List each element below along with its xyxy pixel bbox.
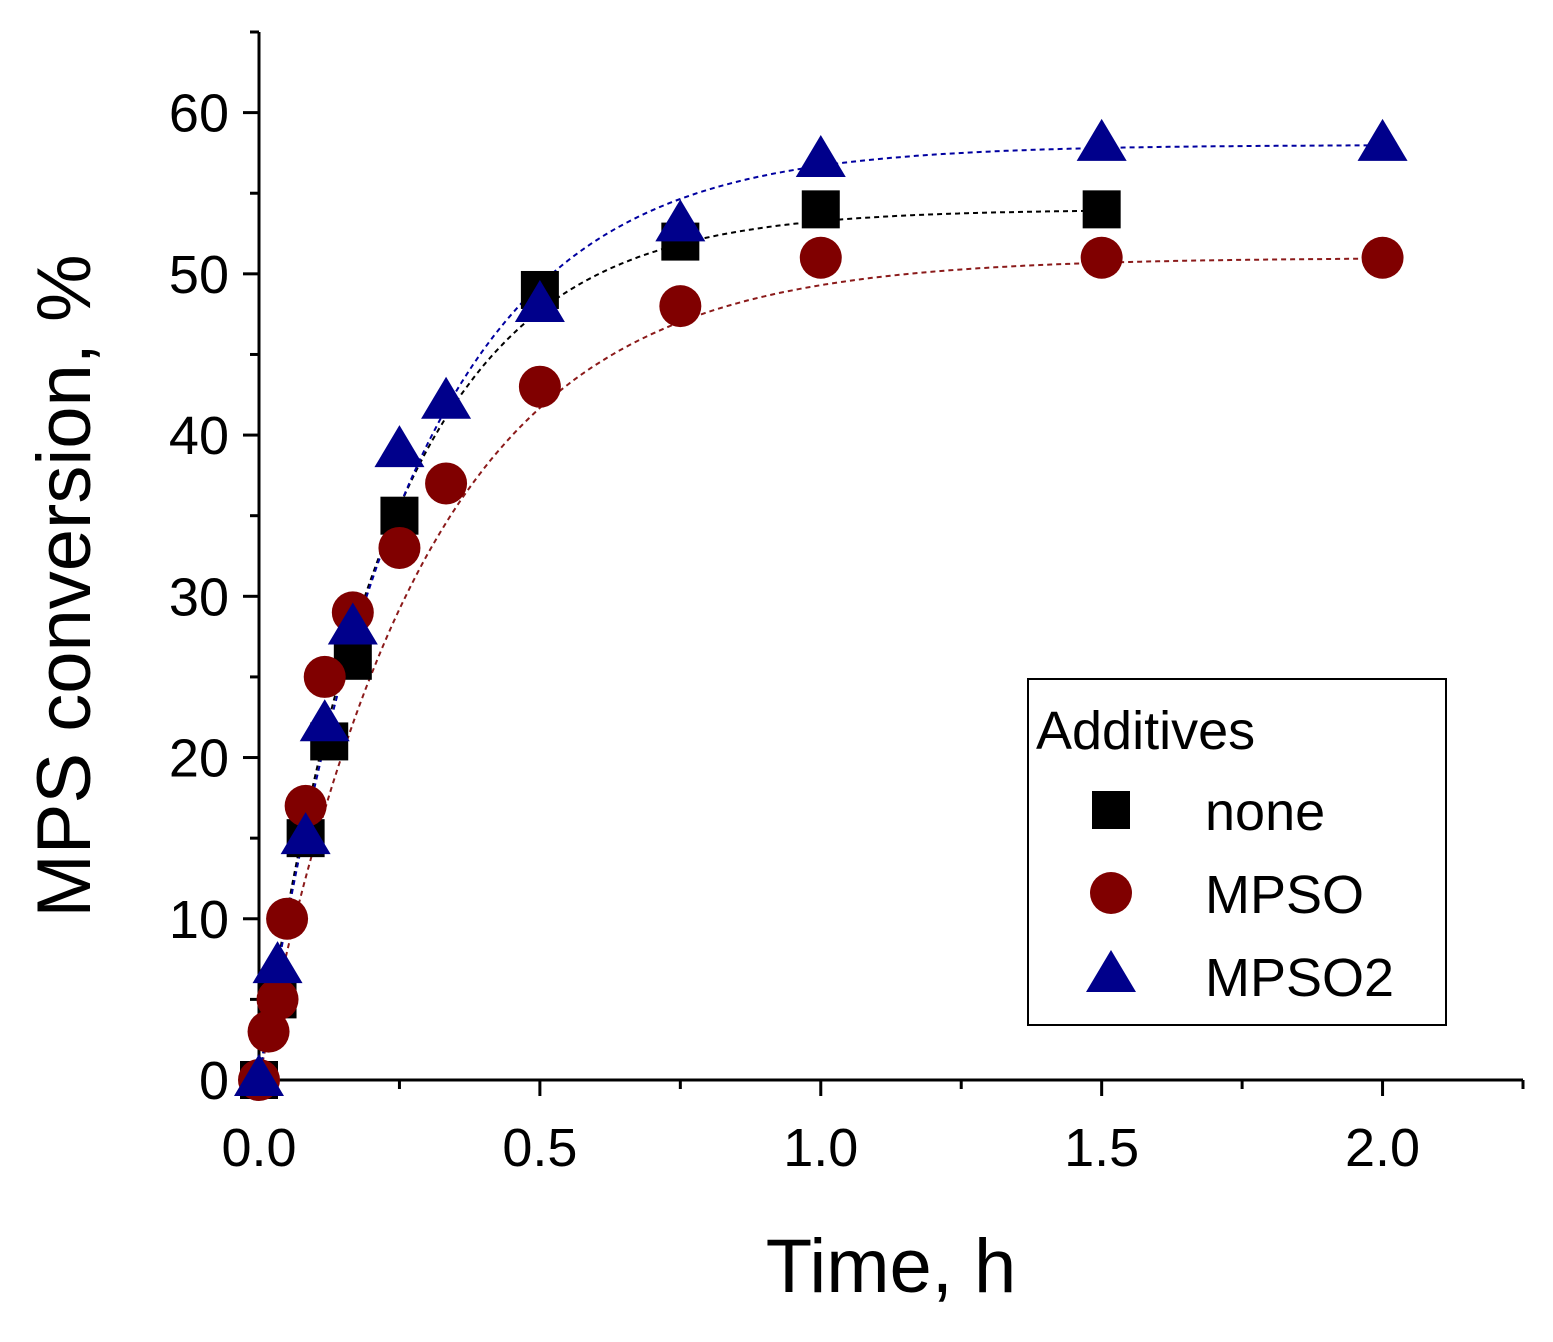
x-axis-title: Time, h — [766, 1224, 1017, 1309]
data-point-mpso2 — [1357, 118, 1408, 161]
data-point-mpso — [266, 897, 309, 940]
data-point-mpso2 — [374, 425, 425, 468]
fit-curve-mpso2 — [258, 144, 1383, 1081]
y-tick-label: 30 — [169, 567, 229, 627]
data-point-mpso — [799, 236, 842, 279]
y-tick-label: 20 — [169, 729, 229, 789]
data-point-mpso2 — [280, 812, 331, 855]
data-point-mpso — [659, 285, 702, 328]
y-tick-label: 40 — [169, 406, 229, 466]
y-tick-label: 10 — [169, 890, 229, 950]
x-tick-label: 1.0 — [783, 1118, 858, 1178]
axes — [257, 32, 1523, 1082]
data-point-mpso — [518, 365, 561, 408]
legend-label-mpso: MPSO — [1205, 865, 1364, 925]
legend-marker-none — [1092, 791, 1130, 829]
data-point-mpso2 — [299, 699, 350, 742]
data-point-mpso — [425, 462, 468, 505]
data-point-mpso2 — [252, 941, 303, 984]
data-point-mpso — [1361, 236, 1404, 279]
data-point-mpso — [256, 978, 299, 1021]
y-tick-label: 60 — [169, 84, 229, 144]
data-point-mpso2 — [655, 199, 706, 242]
y-tick-label: 0 — [199, 1051, 229, 1111]
legend-marker-mpso2 — [1086, 949, 1136, 992]
data-point-mpso2 — [795, 134, 846, 177]
data-points — [234, 118, 1408, 1101]
data-point-mpso2 — [234, 1053, 284, 1096]
data-point-mpso2 — [327, 602, 378, 645]
data-point-mpso2 — [514, 280, 565, 323]
legend-title: Additives — [1036, 701, 1255, 761]
data-point-mpso — [378, 526, 421, 569]
legend-box — [1027, 678, 1447, 1026]
y-tick-label: 50 — [169, 245, 229, 305]
y-axis-title: MPS conversion, % — [22, 254, 107, 917]
legend-items: none MPSO MPSO2 — [1086, 782, 1394, 1008]
data-point-mpso — [247, 1010, 290, 1053]
data-point-mpso2 — [421, 376, 472, 419]
ticks: 0.0 0.5 1.0 1.5 2.0 0 10 20 30 40 50 60 — [169, 30, 1525, 1178]
legend-label-mpso2: MPSO2 — [1205, 948, 1394, 1008]
fit-curve-mpso — [258, 257, 1383, 1081]
x-tick-label: 0.0 — [221, 1118, 296, 1178]
x-tick-label: 2.0 — [1345, 1118, 1420, 1178]
x-tick-label: 0.5 — [502, 1118, 577, 1178]
data-point-mpso2 — [1076, 118, 1127, 161]
data-point-mpso — [1080, 236, 1123, 279]
legend-label-none: none — [1205, 782, 1325, 842]
data-point-mpso — [284, 784, 327, 827]
legend-marker-mpso — [1090, 872, 1132, 914]
data-point-none — [1082, 190, 1121, 229]
data-point-mpso — [303, 655, 346, 698]
fit-curve-none — [258, 209, 1102, 1081]
x-tick-label: 1.5 — [1064, 1118, 1139, 1178]
legend: Additives none MPSO MPSO2 — [1027, 678, 1447, 1026]
data-point-none — [801, 190, 840, 229]
